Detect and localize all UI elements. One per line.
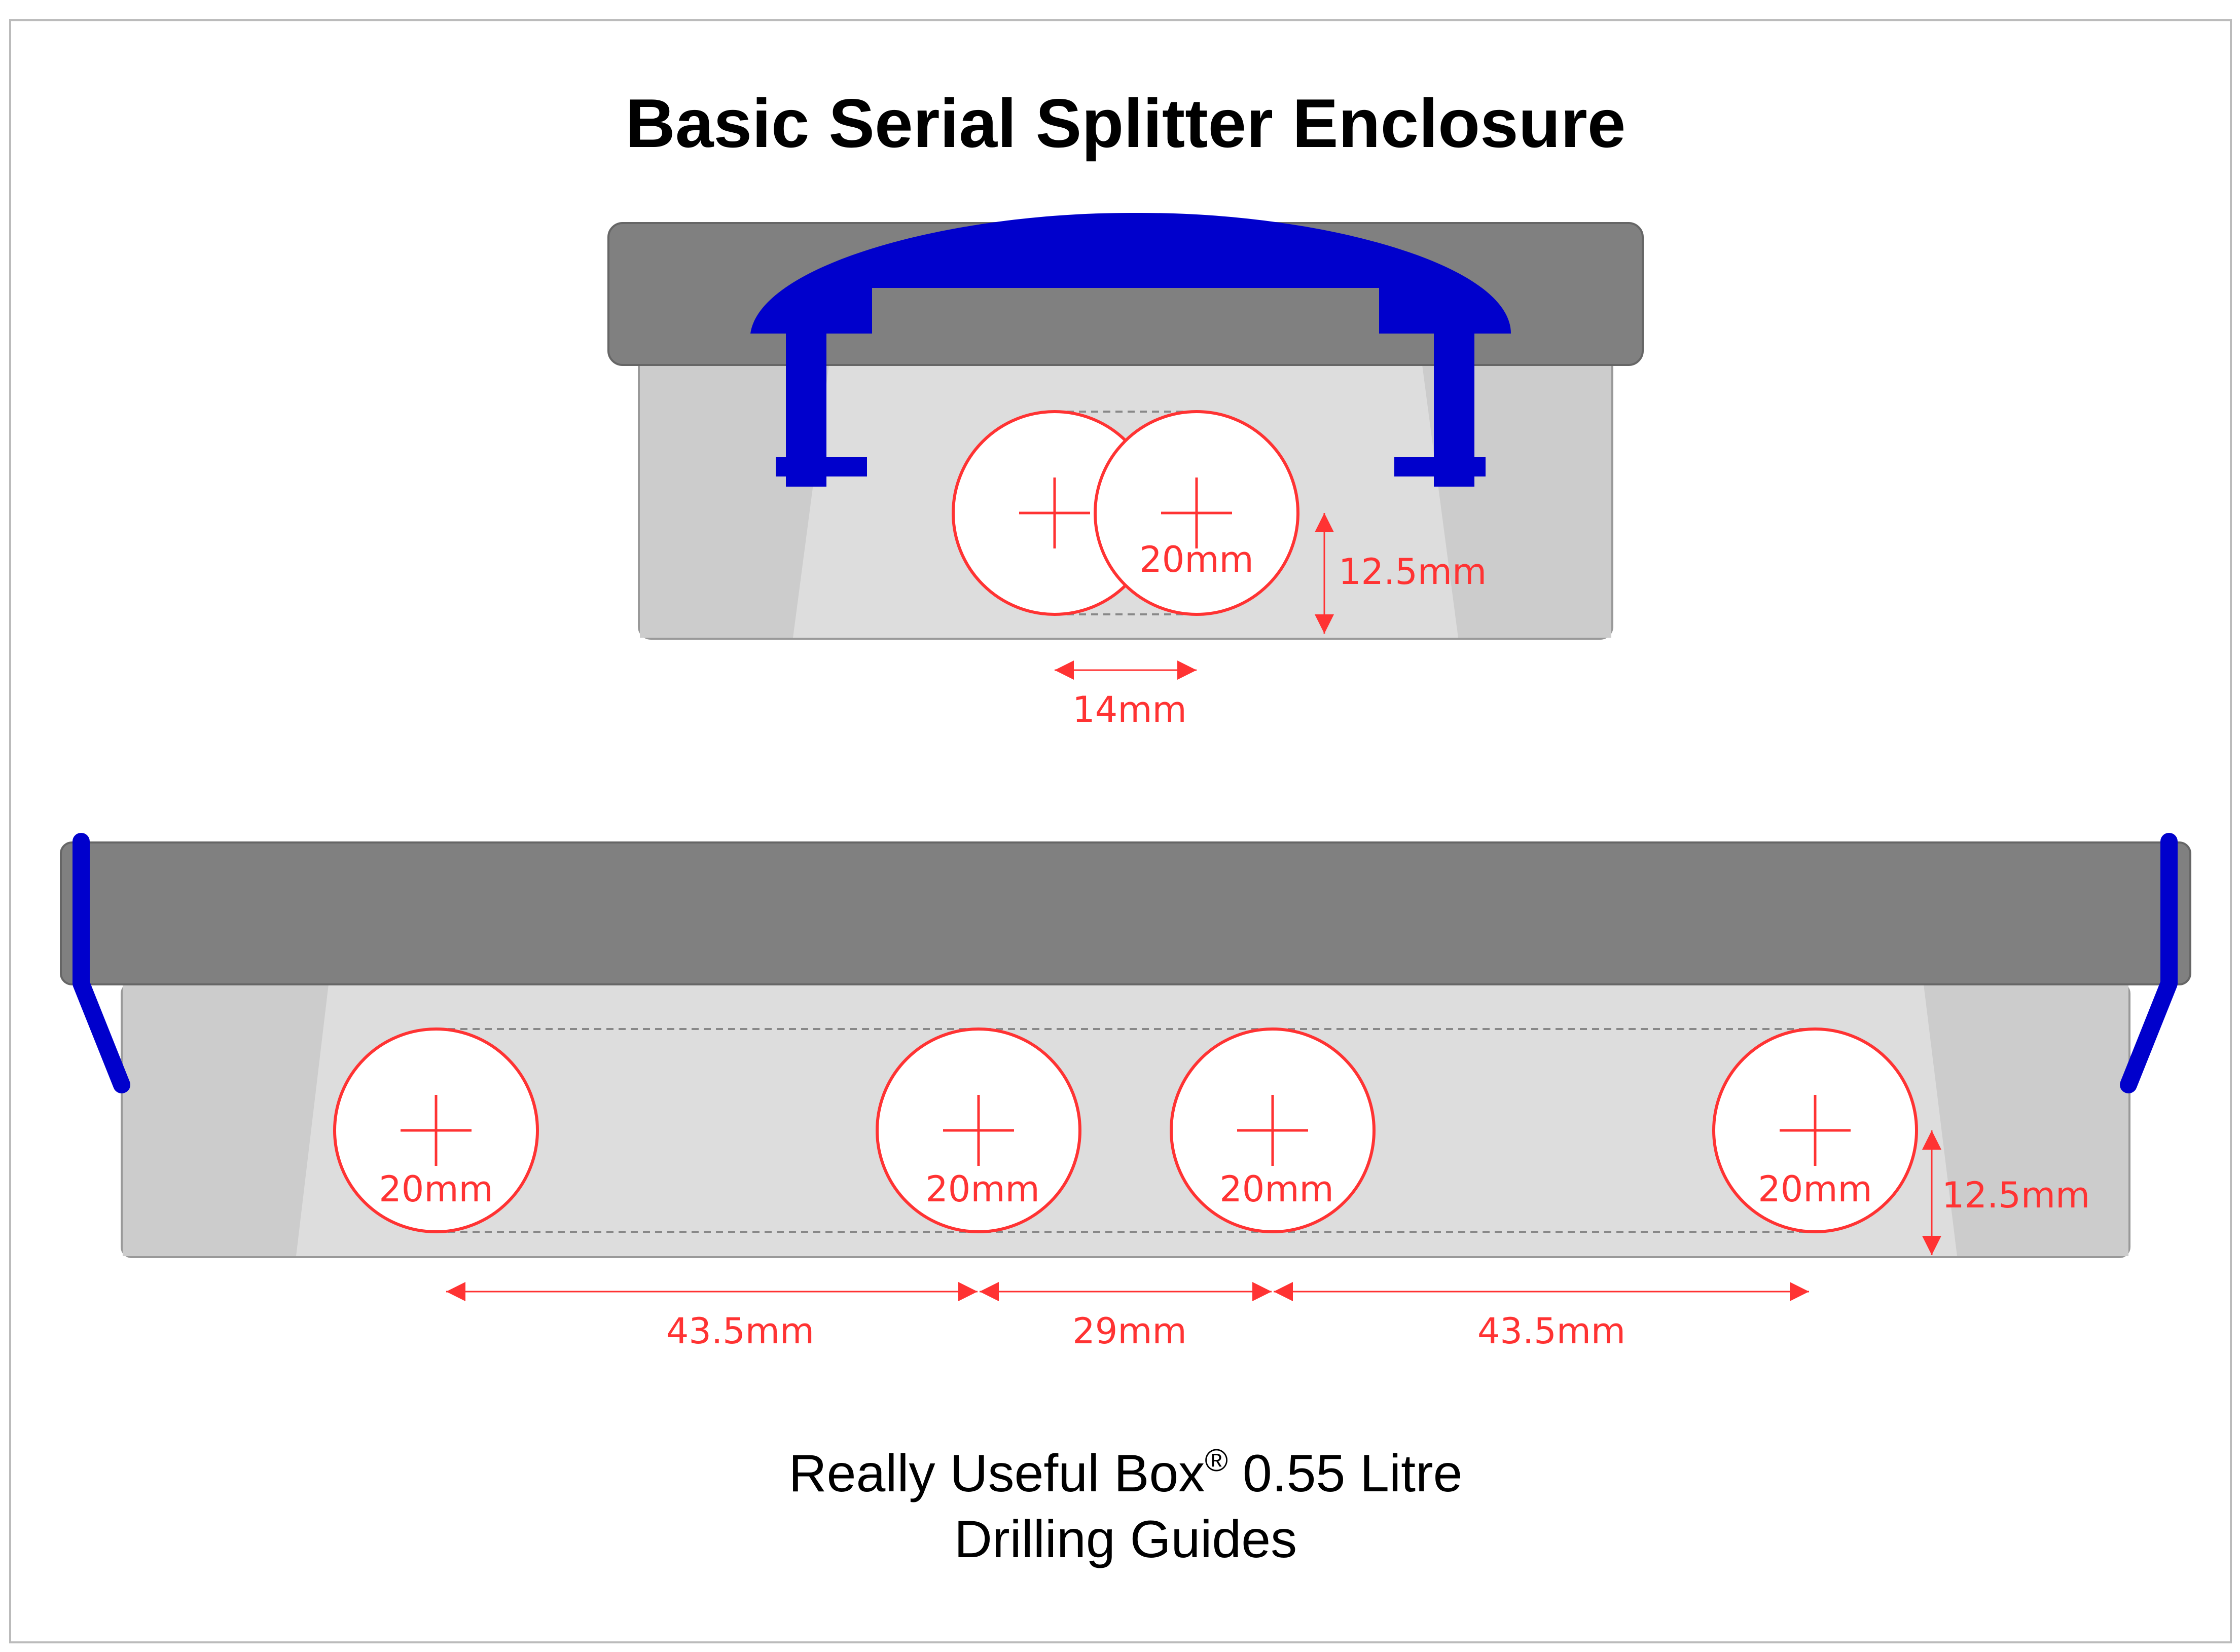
- end-view-spacing-label: 14mm: [1072, 689, 1186, 730]
- footer-capacity: 0.55 Litre: [1228, 1444, 1463, 1503]
- side-view-spacing-label-3: 43.5mm: [1477, 1310, 1625, 1352]
- side-view-left-wall: [123, 984, 329, 1256]
- end-view-clip-handle: [750, 212, 1511, 334]
- side-view-hole-label-2: 20mm: [925, 1168, 1039, 1210]
- page-title: Basic Serial Splitter Enclosure: [626, 85, 1626, 162]
- end-view-clip-foot-left: [776, 457, 867, 476]
- side-view-hole-label-4: 20mm: [1758, 1168, 1872, 1210]
- side-view-lid: [60, 841, 2191, 985]
- footer-product-name: Really Useful Box: [789, 1444, 1205, 1503]
- footer-line-2: Drilling Guides: [954, 1510, 1297, 1569]
- side-view-height-label: 12.5mm: [1942, 1174, 2090, 1216]
- end-view-hole-label: 20mm: [1139, 539, 1253, 580]
- side-view-hole-label-3: 20mm: [1219, 1168, 1333, 1210]
- side-view: 20mm 20mm 20mm 20mm 12.5mm 43.5mm 29mm 4…: [60, 833, 2191, 1352]
- registered-mark: ®: [1205, 1443, 1228, 1478]
- side-view-clip-right: [2120, 833, 2178, 1093]
- footer-line-1: Really Useful Box® 0.55 Litre: [789, 1443, 1463, 1503]
- end-view-height-label: 12.5mm: [1339, 551, 1487, 593]
- end-view-clip-foot-right: [1394, 457, 1486, 476]
- side-view-hole-label-1: 20mm: [379, 1168, 493, 1210]
- side-view-right-wall: [1924, 984, 2128, 1256]
- end-view-left-wall: [640, 346, 832, 638]
- side-view-clip-left: [73, 833, 130, 1093]
- side-view-spacing-label-1: 43.5mm: [666, 1310, 814, 1352]
- side-view-spacing-label-2: 29mm: [1072, 1310, 1186, 1352]
- end-view: 20mm 12.5mm 14mm: [607, 212, 1644, 730]
